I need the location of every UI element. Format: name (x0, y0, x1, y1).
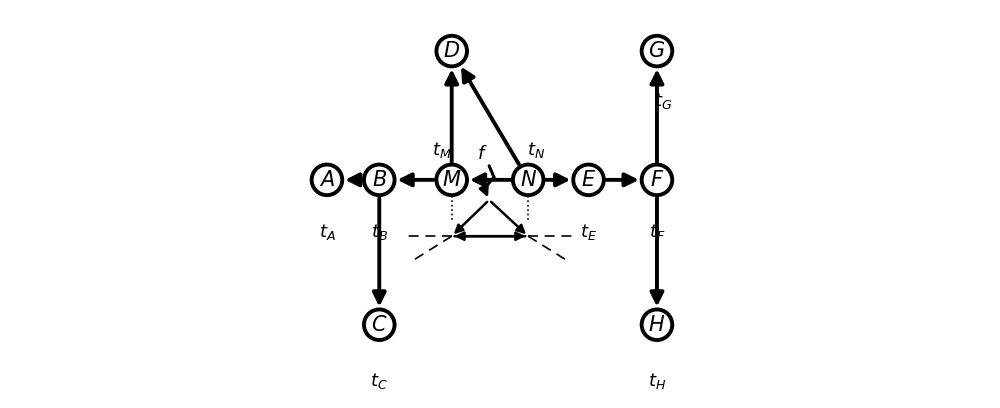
Text: $t_E$: $t_E$ (580, 222, 597, 242)
Text: $\mathit{B}$: $\mathit{B}$ (372, 170, 387, 190)
Text: $t_F$: $t_F$ (649, 222, 665, 242)
Text: $\mathit{A}$: $\mathit{A}$ (319, 170, 335, 190)
Circle shape (642, 36, 672, 67)
Text: $f$: $f$ (477, 145, 487, 163)
Text: $\mathit{E}$: $\mathit{E}$ (581, 170, 596, 190)
Text: $\mathit{C}$: $\mathit{C}$ (371, 315, 388, 335)
Text: $\mathit{F}$: $\mathit{F}$ (650, 170, 664, 190)
Text: $t_C$: $t_C$ (370, 371, 388, 391)
Text: $t_H$: $t_H$ (648, 371, 666, 391)
Text: $\mathit{H}$: $\mathit{H}$ (648, 315, 666, 335)
Circle shape (513, 164, 543, 195)
Circle shape (364, 309, 395, 340)
Text: $\mathit{M}$: $\mathit{M}$ (442, 170, 461, 190)
Text: $\mathit{D}$: $\mathit{D}$ (443, 41, 460, 61)
Text: $t_N$: $t_N$ (527, 140, 545, 160)
Circle shape (364, 164, 395, 195)
Circle shape (436, 36, 467, 67)
Text: $t_M$: $t_M$ (432, 140, 451, 160)
Text: $t_G$: $t_G$ (654, 91, 672, 111)
Circle shape (436, 164, 467, 195)
Text: $\mathit{N}$: $\mathit{N}$ (520, 170, 537, 190)
Text: $t_A$: $t_A$ (319, 222, 335, 242)
Circle shape (642, 164, 672, 195)
Text: $t_B$: $t_B$ (371, 222, 388, 242)
Circle shape (642, 309, 672, 340)
Circle shape (573, 164, 604, 195)
Circle shape (312, 164, 342, 195)
Text: $\mathit{G}$: $\mathit{G}$ (648, 41, 666, 61)
